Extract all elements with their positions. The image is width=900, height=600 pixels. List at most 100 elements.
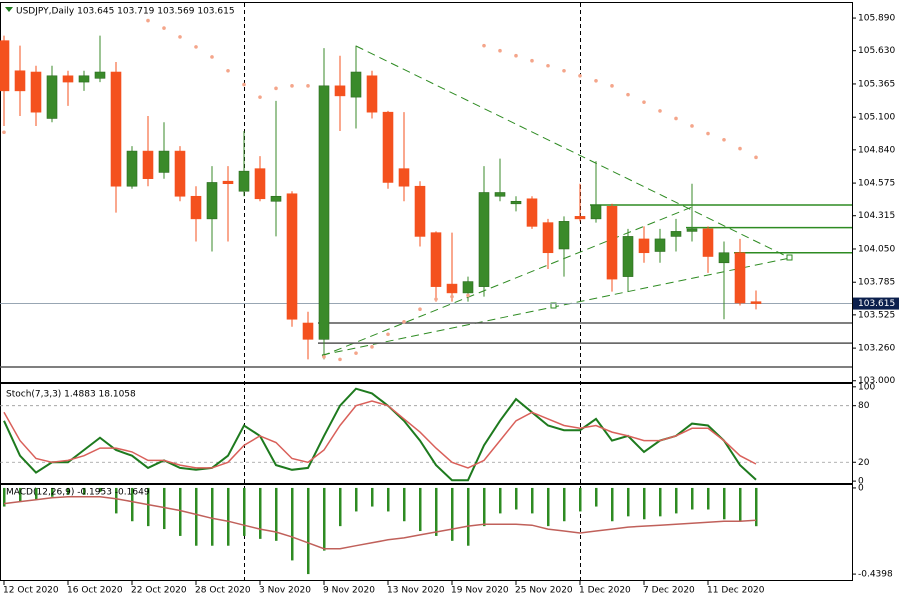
sar-dot [258,95,262,99]
macd-bar [131,487,134,522]
candle-body [414,185,426,237]
sar-dot [354,351,358,355]
stoch-line [3,387,757,482]
macd-bar [83,487,86,495]
candle-body [270,195,282,202]
macd-bar [163,487,166,530]
candle-body [174,150,186,197]
macd-bar [691,487,694,510]
candle-body [462,281,474,294]
x-tick-label: 28 Oct 2020 [195,586,251,596]
x-tick-label: 1 Dec 2020 [579,586,631,596]
macd-bar [755,487,758,527]
y-tick-label: 0 [858,477,864,487]
candle-body [238,170,250,192]
macd-bar [99,487,102,492]
sar-dot [418,307,422,312]
y-tick-label: 104.315 [858,211,895,221]
stoch-panel-frame [0,383,853,484]
y-tick-label: 103.525 [858,310,895,320]
sar-dot [738,146,742,151]
candle-body [430,232,442,287]
macd-bar [307,487,310,575]
candle-body [446,283,458,294]
sar-dot [498,48,502,53]
candle-body [734,252,746,304]
sar-dot [626,92,630,97]
sar-dot [178,35,182,39]
candle-body [382,111,394,183]
sar-dot [466,293,470,298]
macd-bar [403,487,406,522]
macd-bar [35,487,38,500]
last-price-box [853,297,899,310]
macd-bar [579,487,582,512]
sar-dot [146,18,150,23]
candle-body [206,182,218,220]
candle-body [590,204,602,220]
candle-body [510,200,522,205]
candle-body [686,228,698,232]
macd-signal [3,496,757,550]
candle-body [0,40,10,92]
sar-dot [754,155,758,160]
y-tick-label: 20 [858,458,870,468]
candle-body [654,238,666,252]
y-tick-label: 104.575 [858,179,895,189]
macd-bar [627,487,630,517]
sar-dot [674,116,678,121]
anchor-point [786,254,793,261]
macd-bar [547,487,550,527]
sar-dot [530,58,534,63]
macd-bar [451,487,454,541]
chart-title: USDJPY,Daily 103.645 103.719 103.569 103… [16,7,235,17]
panel-frames [0,2,853,581]
candle-body [334,85,346,97]
sar-dot [722,137,726,142]
candle-body [190,195,202,220]
macd-bar [147,487,150,527]
period-separators [244,3,581,580]
candle-body [478,192,490,287]
trend-lines [321,45,793,357]
candle-body [254,168,266,200]
macd-bar [563,487,566,522]
y-tick-label: 104.050 [858,244,895,254]
x-tick-label: 22 Oct 2020 [131,586,187,596]
macd-bar [467,487,470,546]
candle-body [494,192,506,197]
y-tick-label: 104.840 [858,145,895,155]
macd-bar [19,487,22,502]
sar-dot [706,131,710,136]
macd-bar [675,487,678,514]
sar-dot [370,345,374,349]
macd-bar [291,487,294,561]
sar-dot [594,79,598,83]
sar-dot [242,82,246,87]
candle-body [158,150,170,173]
sar-dot [322,355,326,359]
macd-bar [419,487,422,532]
candle-body [286,193,298,320]
y-tick-label: 105.630 [858,46,895,56]
macd-bar [67,487,70,495]
candle-body [222,180,234,185]
macd-bar [211,487,214,546]
macd-bar [3,487,6,507]
sar-dot [402,319,406,324]
macd-bar [115,487,118,514]
x-tick-label: 3 Nov 2020 [259,586,311,596]
sar-dot [2,130,6,135]
macd-bar [499,487,502,514]
sar-dot [562,68,566,73]
x-tick-label: 25 Nov 2020 [515,586,573,596]
sar-dot [642,100,646,104]
x-tick-label: 16 Oct 2020 [67,586,123,596]
sar-dot [386,332,390,337]
macd-bar [611,487,614,522]
last-price-label: 103.615 [858,299,895,309]
macd-bar [51,487,54,497]
candle-body [558,221,570,250]
candle-body [318,85,330,340]
